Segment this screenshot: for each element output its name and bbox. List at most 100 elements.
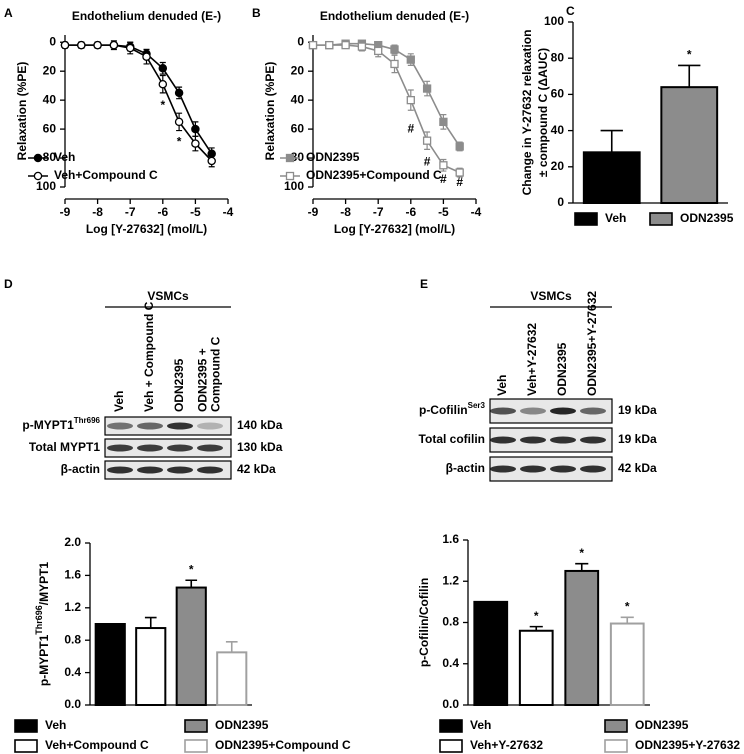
legend-label: ODN2395+Compound C (215, 738, 351, 752)
y-tick-label: 20 (291, 63, 305, 77)
marker (60, 40, 70, 50)
lane-label: ODN2395+Y-27632 (585, 291, 599, 396)
marker (325, 40, 334, 50)
x-tick-label: -6 (405, 205, 416, 219)
marker (422, 136, 432, 145)
chart-title: Endothelium denuded (E-) (320, 9, 469, 23)
annotation: * (534, 609, 539, 623)
blot-header: VSMCs (147, 289, 189, 303)
lane-label: Compound C (209, 336, 223, 412)
panel-label: E (420, 277, 428, 291)
marker (390, 59, 399, 69)
y-tick-label: 2.0 (64, 535, 81, 549)
legend-swatch (604, 739, 628, 753)
legend-label: Veh+Compound C (54, 168, 158, 182)
marker (77, 40, 86, 50)
blot-band (137, 466, 163, 474)
error-bar (600, 129, 623, 153)
y-tick-label: 100 (544, 14, 564, 28)
y-axis-label: Change in Y-27632 relaxation (520, 30, 534, 196)
legend-label: Veh (470, 718, 491, 732)
blot-size: 42 kDa (618, 461, 657, 475)
marker (174, 117, 184, 127)
x-tick-label: -8 (92, 205, 103, 219)
y-tick-label: 0 (557, 195, 564, 209)
y-tick-label: 60 (551, 87, 565, 101)
legend-label: Veh+Compound C (45, 738, 149, 752)
y-tick-label: 1.2 (442, 573, 459, 587)
blot-band (107, 466, 133, 474)
marker (455, 168, 464, 177)
error-bar (225, 641, 238, 653)
y-tick-label: 0 (49, 34, 56, 48)
y-axis-label-text: p-MYPT1 (37, 634, 51, 686)
lane-label: Veh + Compound C (142, 301, 156, 412)
error-bar (144, 616, 157, 629)
x-axis-label: Log [Y-27632] (mol/L) (334, 222, 455, 236)
y-axis-label: ± compound C (ΔAUC) (536, 48, 550, 177)
series-line (65, 44, 213, 155)
blot-band (520, 465, 546, 473)
marker (158, 64, 168, 73)
marker (390, 45, 399, 54)
marker (142, 52, 151, 61)
blot-band (520, 407, 546, 415)
panel-label: B (252, 6, 261, 20)
blot-band (107, 444, 133, 452)
marker (357, 42, 367, 51)
blot-band (107, 422, 133, 430)
y-axis-label: p-MYPT1Thr696/MYPT1 (34, 562, 51, 687)
blot-band (167, 466, 193, 474)
marker (406, 95, 415, 105)
legend-marker (285, 171, 295, 181)
lane-label: ODN2395 + (196, 348, 210, 412)
blot-size: 19 kDa (618, 403, 657, 417)
blot-band (167, 444, 193, 452)
chart-title: Endothelium denuded (E-) (72, 9, 221, 23)
x-tick-label: -4 (471, 205, 482, 219)
y-axis-label: Relaxation (%PE) (15, 62, 29, 161)
blot-row-label: Total MYPT1 (29, 440, 100, 454)
blot-band (490, 407, 516, 415)
y-tick-label: 100 (36, 179, 56, 193)
y-tick-label: 1.6 (442, 532, 459, 546)
blot-band (580, 407, 606, 415)
annotation: * (579, 546, 584, 560)
blot-band (580, 465, 606, 473)
annotation: * (625, 600, 630, 614)
blot-size: 19 kDa (618, 432, 657, 446)
y-tick-label: 1.2 (64, 600, 81, 614)
y-axis-label: Relaxation (%PE) (263, 62, 277, 161)
legend-label: Veh (45, 718, 66, 732)
x-tick-label: -8 (340, 205, 351, 219)
bar (609, 622, 645, 706)
y-tick-label: 80 (43, 150, 57, 164)
blot-row-sup: Thr696 (74, 416, 101, 425)
blot-band (167, 422, 193, 430)
blot-size: 140 kDa (237, 418, 283, 432)
blot-band (520, 436, 546, 444)
x-tick-label: -4 (223, 205, 234, 219)
legend-marker (285, 153, 295, 163)
marker (207, 156, 216, 166)
x-axis-label: Log [Y-27632] (mol/L) (86, 222, 207, 236)
marker (374, 46, 383, 56)
y-tick-label: 1.6 (64, 568, 81, 582)
y-tick-label: 40 (291, 92, 305, 106)
error-bar (620, 616, 634, 624)
annotation: * (160, 98, 165, 112)
series-line (65, 44, 213, 162)
blot-band (550, 465, 576, 473)
y-tick-label: 80 (551, 50, 565, 64)
blot-header: VSMCs (530, 289, 572, 303)
legend-swatch (439, 739, 463, 753)
blot-row-sup: Ser3 (468, 401, 486, 410)
bar (518, 629, 554, 706)
legend-label: ODN2395 (215, 718, 269, 732)
blot-band (580, 436, 606, 444)
y-tick-label: 0.0 (442, 697, 459, 711)
y-tick-label: 40 (551, 123, 565, 137)
marker (174, 88, 184, 98)
annotation: # (424, 155, 431, 169)
